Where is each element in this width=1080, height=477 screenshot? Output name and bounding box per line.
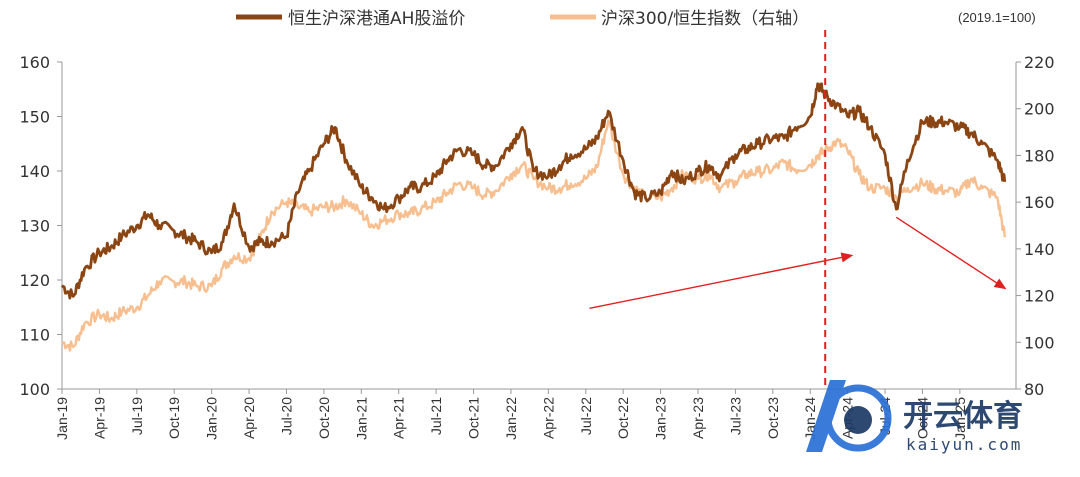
left-tick-label: 110	[19, 326, 50, 345]
x-tick-label: Jul-21	[428, 397, 444, 435]
right-tick-label: 180	[1024, 146, 1055, 165]
legend: 恒生沪深港通AH股溢价 沪深300/恒生指数（右轴）	[236, 9, 809, 29]
x-tick-label: Jan-22	[503, 397, 519, 440]
left-tick-label: 100	[19, 380, 50, 399]
left-tick-label: 140	[19, 162, 50, 181]
legend-label-ratio: 沪深300/恒生指数（右轴）	[601, 9, 809, 29]
x-tick-label: Oct-20	[316, 397, 332, 439]
watermark-cn: 开云体育	[903, 399, 1023, 434]
left-axis-ticks: 100 110 120 130 140 150 160	[19, 53, 62, 399]
right-tick-label: 100	[1024, 333, 1055, 352]
right-tick-label: 120	[1024, 287, 1055, 306]
x-tick-label: Jan-21	[353, 397, 369, 440]
left-tick-label: 120	[19, 271, 50, 290]
x-tick-label: Oct-21	[466, 397, 482, 439]
right-tick-label: 200	[1024, 100, 1055, 119]
x-tick-label: Apr-22	[540, 397, 556, 439]
right-tick-label: 80	[1024, 380, 1044, 399]
base-note: (2019.1=100)	[958, 10, 1036, 25]
x-tick-label: Jan-20	[204, 397, 220, 440]
left-tick-label: 160	[19, 53, 50, 72]
right-axis-ticks: 80 100 120 140 160 180 200 220	[1016, 53, 1055, 399]
x-tick-label: Jul-23	[727, 397, 743, 435]
right-tick-label: 160	[1024, 193, 1055, 212]
series-line-premium	[60, 82, 1007, 300]
x-tick-label: Jul-20	[278, 397, 294, 435]
left-tick-label: 130	[19, 217, 50, 236]
trend-arrow-down	[895, 216, 1007, 290]
x-tick-label: Jul-22	[578, 397, 594, 435]
x-tick-label: Apr-20	[241, 397, 257, 439]
x-tick-label: Apr-19	[91, 397, 107, 439]
series-line-ratio	[61, 119, 1006, 352]
left-tick-label: 150	[19, 108, 50, 127]
x-axis-ticks: Jan-19 Apr-19 Jul-19 Oct-19 Jan-20 Apr-20 Jul-…	[54, 389, 968, 440]
x-tick-label: Jan-23	[653, 397, 669, 440]
x-tick-label: Oct-19	[166, 397, 182, 439]
x-tick-label: Jan-25	[952, 397, 968, 440]
legend-label-premium: 恒生沪深港通AH股溢价	[288, 9, 465, 29]
right-tick-label: 140	[1024, 240, 1055, 259]
x-tick-label: Oct-22	[615, 397, 631, 439]
logo-k-icon	[806, 380, 846, 452]
x-tick-label: Jul-19	[129, 397, 145, 435]
x-tick-label: Jan-19	[54, 397, 70, 440]
x-tick-label: Apr-21	[391, 397, 407, 439]
x-tick-label: Oct-23	[765, 397, 781, 439]
x-tick-label: Oct-24	[914, 397, 930, 439]
watermark-en: kaiyun.com	[906, 435, 1022, 454]
x-tick-label: Apr-23	[690, 397, 706, 439]
logo-ball-icon	[844, 406, 872, 434]
trend-arrow-up	[589, 252, 854, 310]
right-tick-label: 220	[1024, 53, 1055, 72]
watermark-logo: 开云体育 kaiyun.com	[806, 380, 1023, 454]
